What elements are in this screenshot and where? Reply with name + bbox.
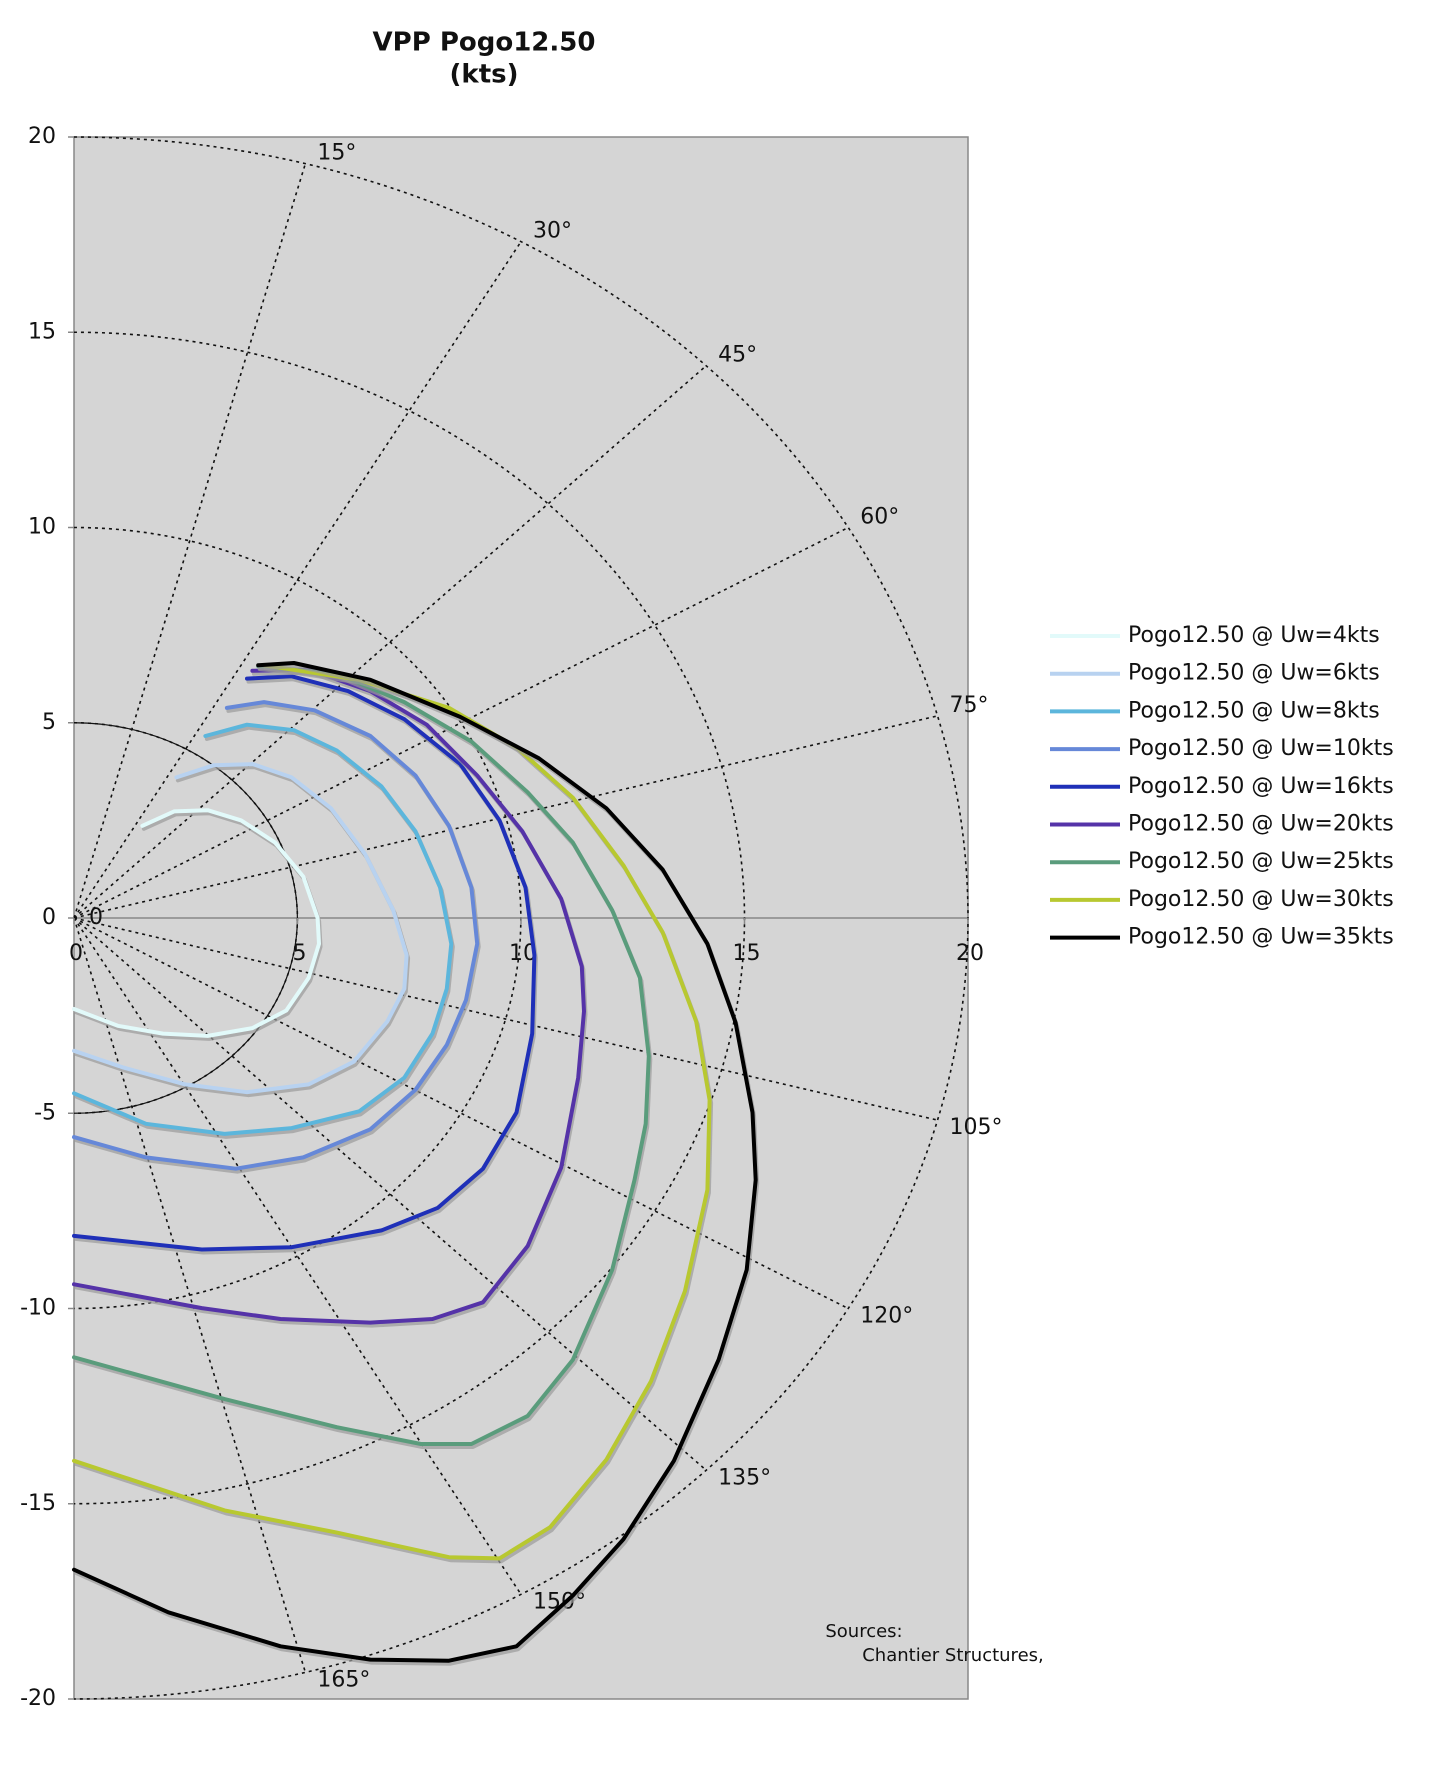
legend-label: Pogo12.50 @ Uw=16kts [1128,774,1394,799]
polar-spoke [73,163,307,919]
series-line [72,664,651,1446]
polar-spoke [73,715,938,919]
y-tick-label: 20 [28,124,56,149]
series [72,700,481,1174]
chart-subtitle: (kts) [450,60,519,90]
x-tick-label: 0 [69,941,83,966]
legend-label: Pogo12.50 @ Uw=20kts [1128,812,1394,837]
legend-label: Pogo12.50 @ Uw=6kts [1128,661,1380,686]
y-tick-label: -5 [34,1100,56,1125]
angle-label: 45° [718,343,757,368]
y-tick-label: 5 [42,710,56,735]
series [72,664,653,1449]
x-tick-label: 5 [293,941,307,966]
x-tick-label: 15 [733,941,761,966]
angle-label: 120° [860,1304,913,1329]
series [72,808,323,1041]
series [72,667,588,1328]
series-line [72,700,480,1171]
series-line [72,808,321,1038]
legend-label: Pogo12.50 @ Uw=8kts [1128,698,1380,723]
x-tick-label: 20 [956,941,984,966]
polar-spoke [73,917,938,1121]
legend-label: Pogo12.50 @ Uw=25kts [1128,849,1394,874]
polar-spoke [73,241,522,919]
series-line [72,674,537,1252]
y-tick-label: -10 [20,1296,56,1321]
y-tick-label: -15 [20,1491,56,1516]
angle-label: 135° [718,1465,771,1490]
angle-label: 165° [317,1667,370,1692]
series-line [72,762,409,1095]
angle-label: 105° [950,1115,1003,1140]
series-shadow [73,811,323,1041]
series [72,762,411,1098]
legend-label: Pogo12.50 @ Uw=10kts [1128,736,1394,761]
angle-label: 15° [317,141,356,166]
polar-spoke [73,917,849,1310]
y-tick-label: 10 [28,515,56,540]
series-shadow [73,703,481,1174]
angle-label: 60° [860,505,899,530]
y-tick-label: 15 [28,319,56,344]
polar-spoke [73,526,849,919]
annotation: Sources: [825,1621,902,1642]
series-line [72,667,586,1325]
y-tick-label: -20 [20,1686,56,1711]
series [72,674,538,1255]
series [72,722,455,1139]
legend-label: Pogo12.50 @ Uw=35kts [1128,925,1394,950]
series-line [72,661,758,1663]
series-line [72,722,454,1136]
polar-spoke [73,917,307,1673]
angle-label: 75° [950,693,989,718]
legend-label: Pogo12.50 @ Uw=30kts [1128,887,1394,912]
chart-title: VPP Pogo12.50 [373,28,596,58]
annotation: Chantier Structures, [862,1645,1044,1666]
legend-label: Pogo12.50 @ Uw=4kts [1128,623,1380,648]
y-tick-label: 0 [42,905,56,930]
series [72,661,760,1666]
origin-label: 0 [89,905,103,930]
angle-label: 30° [533,219,572,244]
